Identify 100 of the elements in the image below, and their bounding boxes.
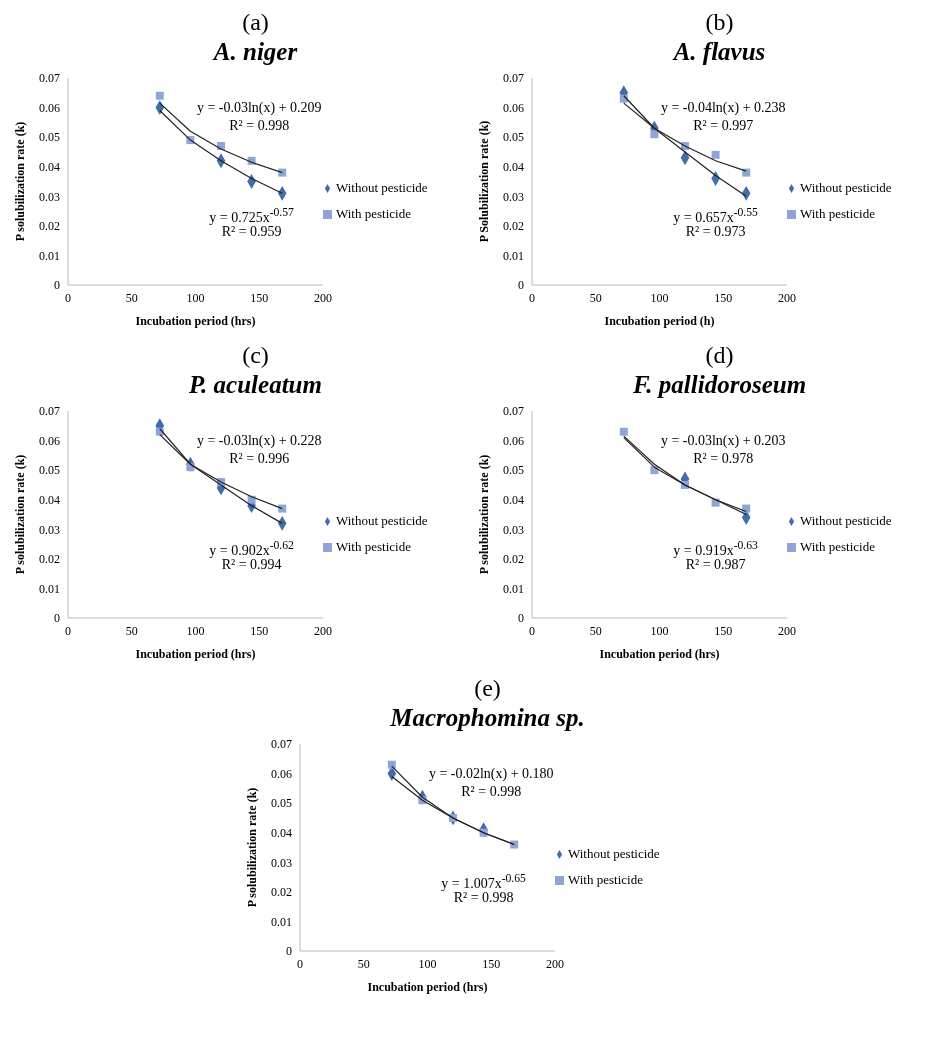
- chart-subtitle: Macrophomina sp.: [389, 703, 586, 733]
- y-tick-label: 0.01: [39, 581, 60, 596]
- x-tick-label: 0: [529, 290, 535, 305]
- y-axis-title: P solubilization rate (k): [13, 121, 28, 242]
- annotation: R² = 0.998: [453, 890, 514, 907]
- chart-title: (a): [241, 8, 270, 36]
- x-tick-label: 150: [482, 956, 501, 971]
- y-tick-label: 0.01: [503, 248, 524, 263]
- x-axis-title: Incubation period (h): [604, 314, 715, 328]
- annotation: y = 0.902x$^{-0.62}$: [209, 539, 294, 559]
- y-tick-label: 0.02: [503, 219, 524, 234]
- x-tick-label: 200: [314, 623, 332, 638]
- y-tick-label: 0: [518, 611, 524, 626]
- chart-subtitle: F. pallidoroseum: [631, 370, 808, 400]
- y-tick-label: 0.07: [503, 71, 524, 86]
- x-tick-label: 0: [65, 290, 71, 305]
- y-tick-label: 0: [54, 611, 60, 626]
- chart-title: (c): [241, 341, 270, 369]
- annotation: y = -0.03ln(x) + 0.209: [196, 100, 322, 116]
- x-tick-label: 200: [778, 290, 796, 305]
- x-tick-label: 200: [778, 623, 796, 638]
- y-tick-label: 0.03: [39, 522, 60, 537]
- annotation: y = 0.919x$^{-0.63}$: [673, 539, 758, 559]
- y-tick-label: 0.05: [271, 796, 292, 811]
- chart-subtitle: A. flavus: [671, 37, 767, 67]
- annotation: R² = 0.997: [693, 118, 754, 134]
- y-tick-label: 0.06: [39, 433, 60, 448]
- annotation: R² = 0.998: [229, 118, 290, 134]
- legend-label: With pesticide: [336, 538, 411, 554]
- annotation: y = -0.02ln(x) + 0.180: [428, 766, 554, 782]
- x-tick-label: 200: [546, 956, 564, 971]
- annotation: R² = 0.998: [461, 784, 522, 800]
- y-tick-label: 0.02: [503, 552, 524, 567]
- y-tick-label: 0.04: [503, 492, 524, 507]
- legend-label: With pesticide: [800, 538, 875, 554]
- annotation: y = -0.03ln(x) + 0.228: [196, 433, 322, 449]
- chart-title: (e): [473, 674, 502, 702]
- legend-label: Without pesticide: [800, 179, 892, 195]
- y-tick-label: 0.03: [39, 189, 60, 204]
- annotation: y = 1.007x$^{-0.65}$: [441, 872, 526, 892]
- y-tick-label: 0.02: [39, 219, 60, 234]
- y-axis-title: P Solubilization rate (k): [477, 120, 492, 243]
- y-tick-label: 0.03: [271, 855, 292, 870]
- x-tick-label: 150: [714, 623, 733, 638]
- y-tick-label: 0.06: [503, 433, 524, 448]
- y-tick-label: 0: [518, 278, 524, 293]
- x-tick-label: 100: [650, 623, 669, 638]
- annotation: y = 0.657x$^{-0.55}$: [673, 206, 758, 226]
- x-tick-label: 50: [589, 623, 602, 638]
- y-tick-label: 0.03: [503, 522, 524, 537]
- y-tick-label: 0: [54, 278, 60, 293]
- y-axis-title: P solubilization rate (k): [477, 454, 492, 575]
- annotation: R² = 0.987: [685, 557, 746, 574]
- y-tick-label: 0: [286, 944, 292, 959]
- y-tick-label: 0.04: [503, 159, 524, 174]
- x-tick-label: 0: [297, 956, 303, 971]
- x-tick-label: 50: [357, 956, 370, 971]
- x-axis-title: Incubation period (hrs): [135, 314, 256, 328]
- y-tick-label: 0.01: [503, 581, 524, 596]
- y-tick-label: 0.07: [503, 404, 524, 419]
- x-tick-label: 50: [589, 290, 602, 305]
- legend-label: With pesticide: [568, 871, 643, 887]
- legend-label: Without pesticide: [568, 845, 660, 861]
- y-tick-label: 0.07: [39, 71, 60, 86]
- y-tick-label: 0.07: [271, 737, 292, 752]
- y-axis-title: P solubilization rate (k): [13, 454, 28, 575]
- annotation: R² = 0.973: [685, 224, 746, 241]
- x-tick-label: 0: [529, 623, 535, 638]
- x-tick-label: 200: [314, 290, 332, 305]
- x-tick-label: 50: [125, 623, 138, 638]
- y-axis-title: P solubilization rate (k): [245, 787, 260, 908]
- x-tick-label: 100: [418, 956, 437, 971]
- x-tick-label: 150: [714, 290, 733, 305]
- y-tick-label: 0.02: [39, 552, 60, 567]
- legend-label: With pesticide: [800, 205, 875, 221]
- legend-label: Without pesticide: [336, 179, 428, 195]
- x-tick-label: 100: [186, 290, 205, 305]
- y-tick-label: 0.05: [503, 130, 524, 145]
- chart-title: (b): [704, 8, 735, 36]
- y-tick-label: 0.06: [271, 766, 292, 781]
- y-tick-label: 0.03: [503, 189, 524, 204]
- chart-subtitle: P. aculeatum: [188, 370, 323, 400]
- y-tick-label: 0.06: [503, 100, 524, 115]
- chart-title: (d): [704, 341, 735, 369]
- x-tick-label: 100: [650, 290, 669, 305]
- legend-label: With pesticide: [336, 205, 411, 221]
- annotation: R² = 0.978: [693, 451, 754, 467]
- annotation: R² = 0.994: [221, 557, 282, 574]
- annotation: R² = 0.959: [221, 224, 282, 241]
- annotation: y = -0.04ln(x) + 0.238: [660, 100, 786, 116]
- annotation: R² = 0.996: [229, 451, 290, 467]
- annotation: y = -0.03ln(x) + 0.203: [660, 433, 786, 449]
- x-tick-label: 100: [186, 623, 205, 638]
- x-axis-title: Incubation period (hrs): [135, 647, 256, 661]
- y-tick-label: 0.01: [39, 248, 60, 263]
- legend-label: Without pesticide: [800, 512, 892, 528]
- legend-label: Without pesticide: [336, 512, 428, 528]
- y-tick-label: 0.04: [39, 159, 60, 174]
- y-tick-label: 0.05: [503, 463, 524, 478]
- x-axis-title: Incubation period (hrs): [367, 980, 488, 994]
